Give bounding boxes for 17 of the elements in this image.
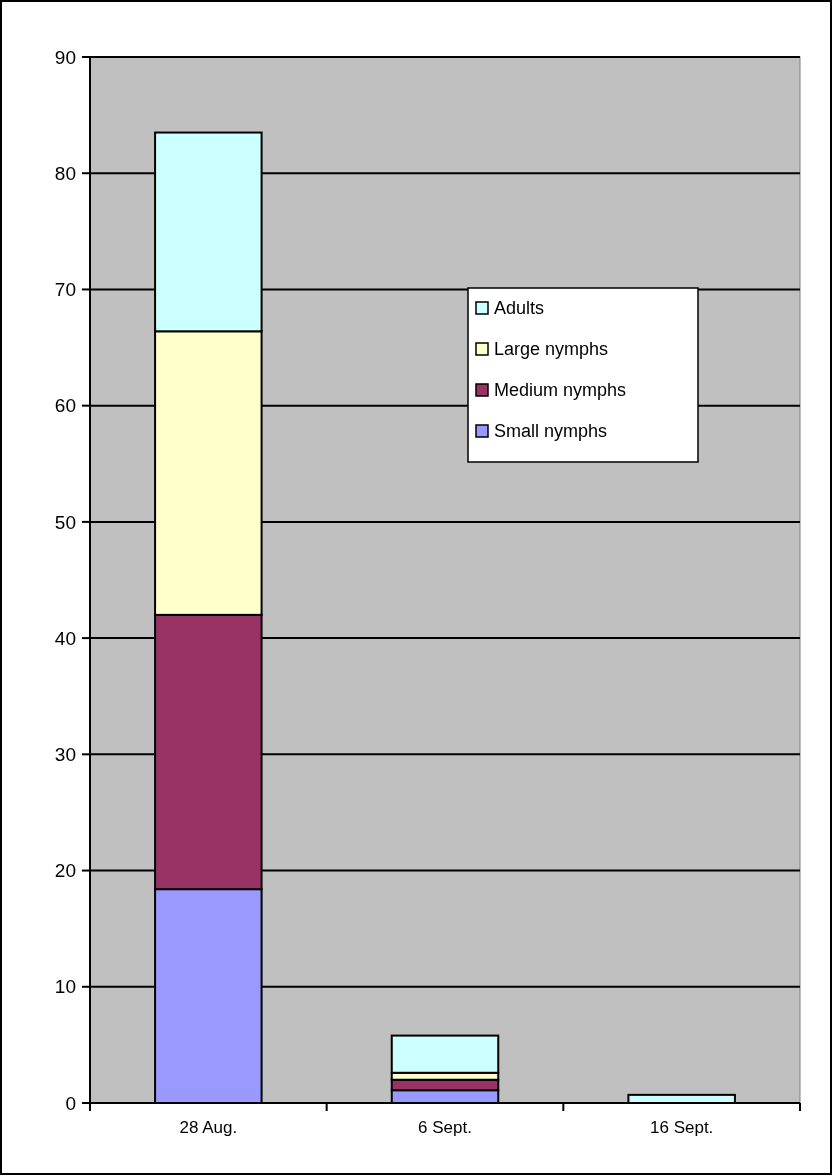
legend-label: Large nymphs bbox=[494, 339, 609, 360]
x-tick-label: 6 Sept. bbox=[418, 1118, 472, 1137]
y-tick-label: 50 bbox=[54, 511, 76, 533]
y-tick-label: 40 bbox=[54, 627, 76, 649]
y-tick-label: 20 bbox=[54, 860, 76, 882]
y-tick-label: 80 bbox=[54, 162, 76, 184]
y-tick-label: 60 bbox=[54, 395, 76, 417]
legend-label: Small nymphs bbox=[494, 421, 608, 442]
x-tick-label: 28 Aug. bbox=[179, 1118, 238, 1137]
y-tick-label: 90 bbox=[54, 46, 76, 68]
legend-label: Adults bbox=[494, 298, 545, 319]
y-tick-label: 0 bbox=[65, 1092, 76, 1114]
y-tick-label: 30 bbox=[54, 743, 76, 765]
y-tick-label: 70 bbox=[54, 279, 76, 301]
x-tick-label: 16 Sept. bbox=[650, 1118, 714, 1137]
y-tick-label: 10 bbox=[54, 976, 76, 998]
legend-label: Medium nymphs bbox=[494, 380, 627, 401]
